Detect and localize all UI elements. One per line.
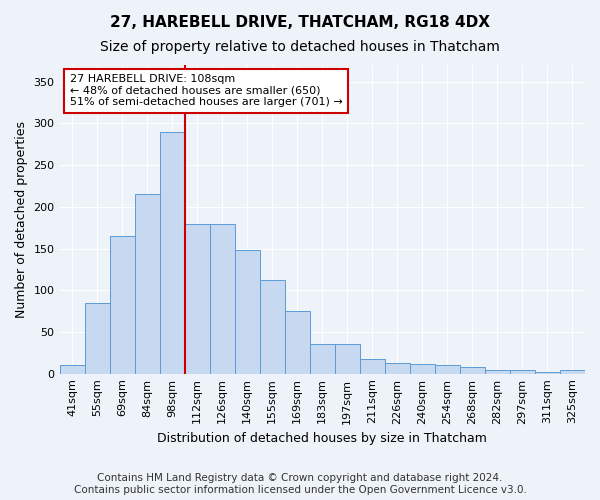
Text: 27 HAREBELL DRIVE: 108sqm
← 48% of detached houses are smaller (650)
51% of semi: 27 HAREBELL DRIVE: 108sqm ← 48% of detac… xyxy=(70,74,343,108)
Bar xyxy=(410,364,435,374)
Bar xyxy=(535,372,560,374)
Bar xyxy=(460,367,485,374)
X-axis label: Distribution of detached houses by size in Thatcham: Distribution of detached houses by size … xyxy=(157,432,487,445)
Bar xyxy=(110,236,134,374)
Bar xyxy=(435,366,460,374)
Bar xyxy=(235,250,260,374)
Bar xyxy=(285,311,310,374)
Bar xyxy=(85,303,110,374)
Bar xyxy=(260,280,285,374)
Bar xyxy=(134,194,160,374)
Bar xyxy=(160,132,185,374)
Bar xyxy=(360,360,385,374)
Bar xyxy=(485,370,510,374)
Text: Size of property relative to detached houses in Thatcham: Size of property relative to detached ho… xyxy=(100,40,500,54)
Bar xyxy=(385,363,410,374)
Bar xyxy=(310,344,335,374)
Bar xyxy=(59,366,85,374)
Bar xyxy=(185,224,209,374)
Y-axis label: Number of detached properties: Number of detached properties xyxy=(15,121,28,318)
Text: Contains HM Land Registry data © Crown copyright and database right 2024.
Contai: Contains HM Land Registry data © Crown c… xyxy=(74,474,526,495)
Bar xyxy=(510,370,535,374)
Bar xyxy=(335,344,360,374)
Text: 27, HAREBELL DRIVE, THATCHAM, RG18 4DX: 27, HAREBELL DRIVE, THATCHAM, RG18 4DX xyxy=(110,15,490,30)
Bar xyxy=(560,370,585,374)
Bar xyxy=(209,224,235,374)
